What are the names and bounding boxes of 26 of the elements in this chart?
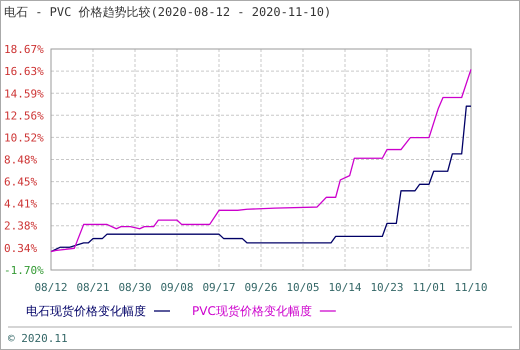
- y-tick-label: 6.45%: [4, 176, 38, 189]
- x-tick-label: 11/01: [412, 281, 446, 294]
- x-tick-label: 10/23: [370, 281, 404, 294]
- y-tick-label: 0.34%: [4, 242, 38, 255]
- y-tick-label: 8.48%: [4, 154, 38, 167]
- y-tick-label: 4.41%: [4, 198, 38, 211]
- text: © 2020.11: [8, 332, 68, 345]
- x-tick-label: 08/21: [76, 281, 110, 294]
- y-tick-label: 2.38%: [4, 220, 38, 233]
- x-tick-label: 10/05: [286, 281, 320, 294]
- legend-label: 电石现货价格变化幅度: [26, 304, 146, 318]
- legend-label: PVC现货价格变化幅度: [192, 304, 312, 318]
- x-tick-label: 11/10: [454, 281, 488, 294]
- x-tick-label: 09/08: [160, 281, 194, 294]
- y-tick-label: 16.63%: [4, 65, 44, 78]
- y-tick-label: 18.67%: [4, 43, 44, 56]
- x-tick-label: 08/30: [118, 281, 152, 294]
- x-tick-label: 10/14: [328, 281, 362, 294]
- chart-title: 电石 - PVC 价格趋势比较(2020-08-12 - 2020-11-10): [4, 5, 332, 19]
- y-tick-label: 14.59%: [4, 87, 44, 100]
- y-tick-label: -1.70%: [4, 264, 44, 277]
- y-tick-label: 10.52%: [4, 131, 44, 144]
- x-tick-label: 08/12: [34, 281, 68, 294]
- x-tick-label: 09/26: [244, 281, 278, 294]
- y-tick-label: 12.56%: [4, 109, 44, 122]
- x-tick-label: 09/17: [202, 281, 236, 294]
